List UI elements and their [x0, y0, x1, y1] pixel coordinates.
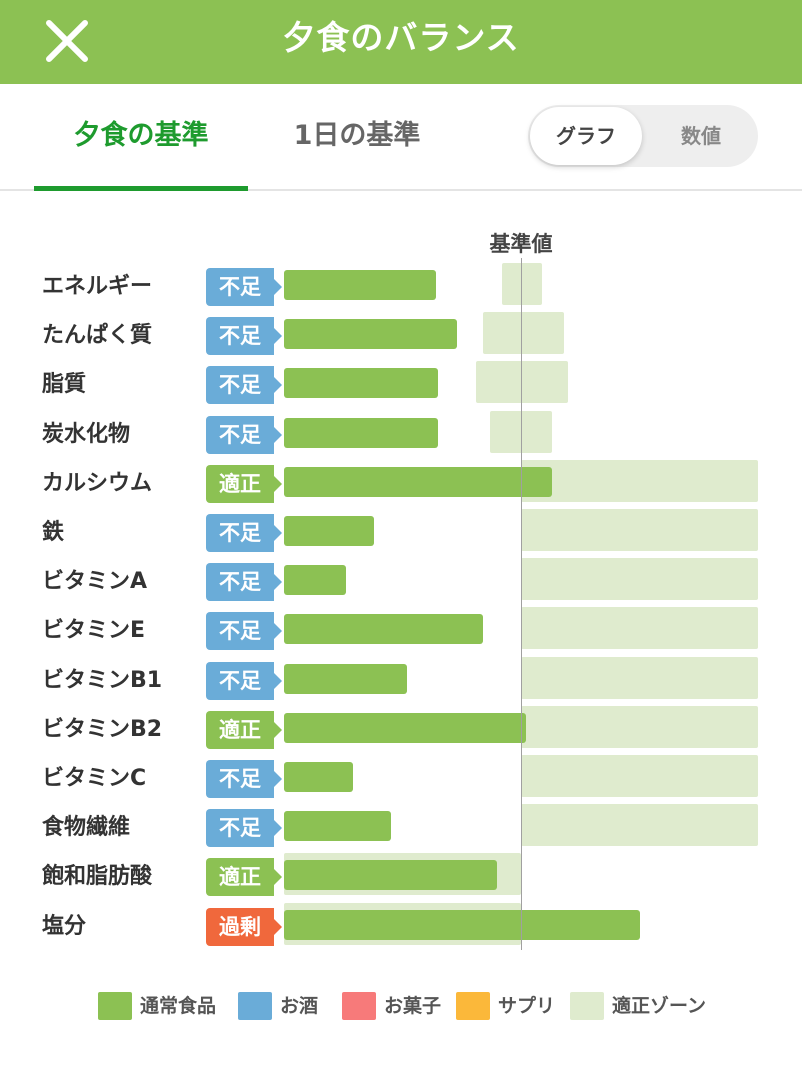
status-badge: 不足	[206, 514, 282, 552]
value-bar	[284, 860, 498, 890]
legend-label: お菓子	[384, 995, 442, 1017]
nutrient-row: エネルギー 不足	[0, 263, 802, 308]
nutrient-label: 鉄	[42, 520, 65, 545]
app-header: 夕食のバランス	[0, 0, 802, 84]
optimal-zone	[502, 263, 543, 305]
reference-label: 基準値	[489, 232, 553, 256]
value-bar	[284, 418, 439, 448]
value-bar	[284, 467, 552, 497]
status-badge: 不足	[206, 366, 282, 404]
nutrient-label: 炭水化物	[42, 422, 131, 447]
nutrient-label: カルシウム	[42, 471, 153, 496]
status-badge: 不足	[206, 563, 282, 601]
status-badge: 不足	[206, 612, 282, 650]
status-badge: 不足	[206, 809, 282, 847]
legend-label: 適正ゾーン	[612, 995, 707, 1017]
nutrient-row: ビタミンA 不足	[0, 558, 802, 603]
tab-bar: 夕食の基準 1日の基準	[0, 84, 802, 191]
legend-swatch	[570, 992, 604, 1020]
nutrient-row: 飽和脂肪酸 適正	[0, 853, 802, 898]
nutrient-label: ビタミンA	[42, 569, 148, 594]
status-badge: 不足	[206, 760, 282, 798]
nutrient-row: ビタミンE 不足	[0, 607, 802, 652]
optimal-zone	[521, 558, 758, 600]
legend-swatch	[456, 992, 490, 1020]
nutrient-row: 鉄 不足	[0, 509, 802, 554]
status-badge: 適正	[206, 465, 282, 503]
legend-label: お酒	[280, 995, 319, 1017]
value-bar	[284, 565, 346, 595]
tab-daily-standard[interactable]: 1日の基準	[293, 120, 421, 151]
legend-swatch	[98, 992, 132, 1020]
nutrient-label: 脂質	[42, 372, 87, 397]
nutrient-label: ビタミンB1	[42, 668, 163, 693]
status-badge: 不足	[206, 317, 282, 355]
nutrient-label: ビタミンE	[42, 618, 146, 643]
value-bar	[284, 516, 375, 546]
status-badge: 不足	[206, 416, 282, 454]
status-badge: 適正	[206, 858, 282, 896]
reference-line	[521, 258, 522, 950]
legend-label: サプリ	[498, 995, 556, 1017]
close-button[interactable]	[40, 14, 94, 68]
status-badge: 不足	[206, 662, 282, 700]
nutrient-row: 食物繊維 不足	[0, 804, 802, 849]
toggle-graph[interactable]: グラフ	[530, 107, 642, 165]
nutrient-label: 塩分	[42, 914, 87, 939]
optimal-zone	[521, 706, 758, 748]
nutrient-label: ビタミンC	[42, 766, 147, 791]
nutrient-row: 炭水化物 不足	[0, 411, 802, 456]
nutrient-label: 食物繊維	[42, 815, 131, 840]
optimal-zone	[521, 804, 758, 846]
nutrient-label: たんぱく質	[42, 323, 153, 348]
toggle-numbers[interactable]: 数値	[681, 124, 721, 148]
value-bar	[284, 664, 408, 694]
nutrient-row: 塩分 過剰	[0, 903, 802, 948]
value-bar	[284, 811, 391, 841]
optimal-zone	[475, 361, 569, 403]
optimal-zone	[490, 411, 552, 453]
nutrient-label: 飽和脂肪酸	[42, 864, 153, 889]
legend-label: 通常食品	[140, 995, 217, 1017]
legend-swatch	[342, 992, 376, 1020]
value-bar	[284, 713, 526, 743]
nutrient-label: エネルギー	[42, 274, 153, 299]
nutrient-row: カルシウム 適正	[0, 460, 802, 505]
value-bar	[284, 270, 436, 300]
nutrient-row: ビタミンB1 不足	[0, 657, 802, 702]
value-bar	[284, 910, 640, 940]
optimal-zone	[483, 312, 564, 354]
optimal-zone	[521, 460, 758, 502]
legend-swatch	[238, 992, 272, 1020]
close-icon	[46, 20, 88, 62]
page-title: 夕食のバランス	[282, 18, 520, 57]
value-bar	[284, 762, 353, 792]
tab-dinner-standard[interactable]: 夕食の基準	[34, 84, 248, 191]
optimal-zone	[521, 657, 758, 699]
nutrient-label: ビタミンB2	[42, 717, 163, 742]
chart-legend: 通常食品 お酒 お菓子 サプリ 適正ゾーン	[0, 988, 802, 1024]
nutrient-row: たんぱく質 不足	[0, 312, 802, 357]
optimal-zone	[521, 755, 758, 797]
optimal-zone	[521, 509, 758, 551]
value-bar	[284, 368, 439, 398]
status-badge: 過剰	[206, 908, 282, 946]
nutrient-row: ビタミンB2 適正	[0, 706, 802, 751]
status-badge: 適正	[206, 711, 282, 749]
view-toggle: 数値 グラフ	[528, 105, 758, 167]
value-bar	[284, 319, 457, 349]
value-bar	[284, 614, 484, 644]
optimal-zone	[521, 607, 758, 649]
nutrient-row: ビタミンC 不足	[0, 755, 802, 800]
nutrient-row: 脂質 不足	[0, 361, 802, 406]
status-badge: 不足	[206, 268, 282, 306]
